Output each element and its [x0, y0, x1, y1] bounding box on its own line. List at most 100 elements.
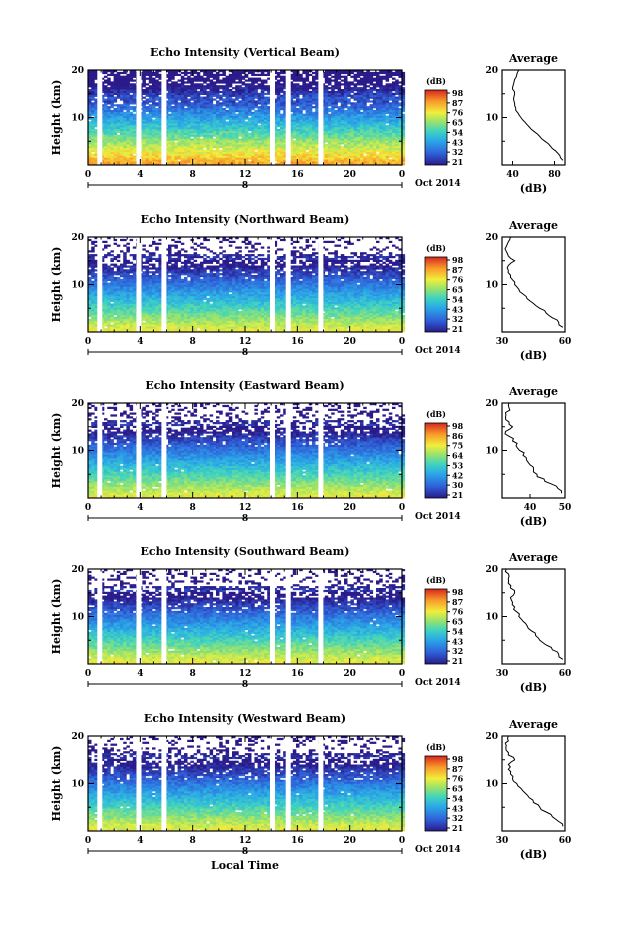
- colorbar-tick-label: 54: [452, 294, 464, 304]
- colorbar-label: (dB): [426, 742, 446, 752]
- panel-2: Echo Intensity (Eastward Beam) 10 20 Height…: [50, 379, 571, 528]
- x-tick-label: 0: [85, 337, 91, 347]
- profile-x-tick-label: 50: [559, 503, 572, 513]
- colorbar-tick-label: 87: [452, 597, 463, 607]
- x-tick-label: 0: [399, 170, 405, 180]
- x-axis-label: Local Time: [211, 859, 279, 872]
- colorbar-tick-label: 21: [452, 324, 463, 334]
- x-tick-label: 8: [190, 503, 196, 513]
- panel-title: Echo Intensity (Northward Beam): [141, 213, 350, 226]
- colorbar-tick-label: 32: [452, 314, 463, 324]
- data-gap: [270, 736, 275, 831]
- colorbar-tick-label: 32: [452, 813, 463, 823]
- data-gap: [161, 736, 167, 831]
- data-gap: [136, 736, 142, 831]
- x-tick-label: 16: [291, 337, 304, 347]
- profile-x-tick-label: 80: [548, 170, 561, 180]
- colorbar-tick-label: 54: [452, 127, 464, 137]
- panel-3: Echo Intensity (Southward Beam) 10 20 Heigh…: [50, 545, 571, 694]
- data-gap: [136, 403, 142, 498]
- data-gap: [285, 569, 291, 664]
- panel-0: Echo Intensity (Vertical Beam) 10 20 Height…: [50, 46, 566, 195]
- colorbar-tick-label: 64: [452, 451, 464, 461]
- profile-x-tick-label: 60: [559, 836, 572, 846]
- y-tick-label: 10: [71, 447, 84, 457]
- colorbar-tick-label: 98: [452, 587, 464, 597]
- profile-x-tick-label: 40: [506, 170, 519, 180]
- y-tick-label: 20: [71, 565, 84, 575]
- colorbar-tick-label: 53: [452, 460, 464, 470]
- colorbar-tick-label: 21: [452, 823, 463, 833]
- day-label: 8: [242, 680, 248, 690]
- data-gap: [318, 403, 324, 498]
- data-gap: [318, 70, 324, 165]
- profile-title: Average: [508, 385, 558, 398]
- profile-frame: [501, 402, 566, 499]
- colorbar-label: (dB): [426, 243, 446, 253]
- y-tick-label: 10: [71, 281, 84, 291]
- x-tick-label: 20: [343, 503, 356, 513]
- colorbar-tick-label: 87: [452, 764, 463, 774]
- colorbar: [424, 755, 448, 832]
- colorbar-tick-label: 42: [452, 470, 463, 480]
- colorbar-tick-label: 87: [452, 98, 463, 108]
- day-label: 8: [242, 348, 248, 358]
- data-gap: [318, 237, 324, 332]
- y-tick-label: 20: [71, 399, 84, 409]
- profile-x-axis-label: (dB): [520, 681, 547, 694]
- colorbar-tick-label: 54: [452, 626, 464, 636]
- colorbar-tick-label: 65: [452, 784, 463, 794]
- colorbar-tick-label: 43: [452, 137, 464, 147]
- x-tick-label: 4: [137, 337, 143, 347]
- colorbar-label: (dB): [426, 76, 446, 86]
- data-gap: [97, 736, 103, 831]
- x-tick-label: 16: [291, 170, 304, 180]
- data-gap: [136, 70, 142, 165]
- colorbar-tick-label: 54: [452, 793, 464, 803]
- colorbar-tick-label: 76: [452, 774, 464, 784]
- colorbar-tick-label: 65: [452, 617, 463, 627]
- y-tick-label: 20: [71, 66, 84, 76]
- profile-x-axis-label: (dB): [520, 349, 547, 362]
- average-profile-line: [504, 236, 564, 328]
- data-gap: [285, 403, 291, 498]
- colorbar-tick-label: 43: [452, 636, 464, 646]
- panel-title: Echo Intensity (Eastward Beam): [145, 379, 344, 392]
- y-axis-label: Height (km): [50, 746, 63, 822]
- y-axis-label: Height (km): [50, 413, 63, 489]
- colorbar-tick-label: 87: [452, 265, 463, 275]
- colorbar: [424, 422, 448, 499]
- x-tick-label: 4: [137, 503, 143, 513]
- data-gap: [97, 403, 103, 498]
- colorbar-tick-label: 21: [452, 157, 463, 167]
- colorbar-label: (dB): [426, 575, 446, 585]
- profile-title: Average: [508, 718, 558, 731]
- colorbar: [424, 256, 448, 333]
- date-label: Oct 2014: [415, 179, 461, 189]
- x-tick-label: 20: [343, 669, 356, 679]
- profile-x-tick-label: 30: [496, 337, 509, 347]
- average-profile-line: [511, 69, 564, 161]
- colorbar-tick-label: 86: [452, 431, 464, 441]
- x-tick-label: 4: [137, 836, 143, 846]
- colorbar: [424, 588, 448, 665]
- heatmap-field: [88, 237, 406, 333]
- day-label: 8: [242, 847, 248, 857]
- x-tick-label: 16: [291, 669, 304, 679]
- colorbar-tick-label: 65: [452, 118, 463, 128]
- profile-y-tick-label: 20: [485, 66, 498, 76]
- colorbar-tick-label: 98: [452, 421, 464, 431]
- heatmap-field: [88, 70, 406, 166]
- profile-y-tick-label: 10: [485, 780, 498, 790]
- data-gap: [318, 736, 324, 831]
- profile-y-tick-label: 20: [485, 565, 498, 575]
- profile-x-axis-label: (dB): [520, 515, 547, 528]
- colorbar-tick-label: 65: [452, 285, 463, 295]
- colorbar-tick-label: 98: [452, 754, 464, 764]
- profile-x-tick-label: 40: [524, 503, 537, 513]
- data-gap: [161, 403, 167, 498]
- data-gap: [270, 569, 275, 664]
- x-tick-label: 8: [190, 836, 196, 846]
- y-axis-label: Height (km): [50, 80, 63, 156]
- data-gap: [161, 70, 167, 165]
